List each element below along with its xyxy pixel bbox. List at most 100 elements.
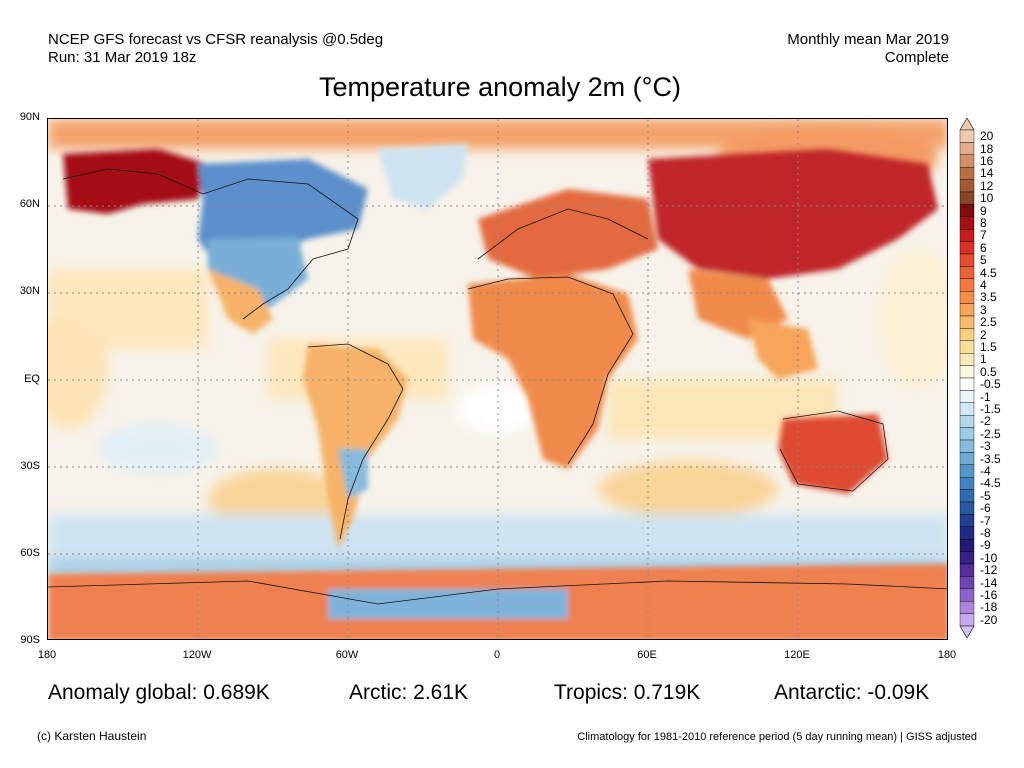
colorbar-swatch [959,142,975,155]
page-title: Temperature anomaly 2m (°C) [319,72,681,102]
header-left: NCEP GFS forecast vs CFSR reanalysis @0.… [48,31,383,67]
colorbar-swatch [959,402,975,416]
colorbar-swatch [959,179,975,193]
colorbar-swatch [959,241,975,255]
colorbar-tick-label: -12 [980,563,998,578]
colorbar-swatch [959,576,975,589]
colorbar-tick-label: 4.5 [980,265,997,280]
stat-global: Anomaly global: 0.689K [48,681,270,704]
colorbar-swatch [959,216,975,230]
colorbar-tick-label: 1.5 [980,340,997,354]
colorbar-tick-label: -9 [980,538,991,553]
colorbar-tick-label: 10 [980,191,994,206]
colorbar-swatch [959,290,975,304]
climatology-note: Climatology for 1981-2010 reference peri… [577,731,977,743]
stat-arctic: Arctic: 2.61K [349,681,469,704]
colorbar-tick-label: -3 [980,439,991,454]
colorbar-tick-label: -1.5 [980,402,1001,416]
colorbar-swatch [959,551,975,565]
colorbar-swatch [959,526,975,540]
colorbar-tick-label: 1 [980,352,987,367]
colorbar-tick-label: -5 [980,488,991,503]
colorbar-swatch [959,340,975,354]
colorbar-swatch [959,452,975,465]
colorbar-tick-label: -14 [980,575,998,590]
colorbar-tick-label: -7 [980,513,991,528]
anomaly-map [47,118,948,640]
stat-tropics: Tropics: 0.719K [554,681,701,704]
colorbar-swatch [959,303,975,317]
colorbar-tick-label: -20 [980,612,998,627]
colorbar-tick-label: 5 [980,253,987,268]
land-anomaly-field [48,144,947,639]
colorbar-swatch [959,228,975,242]
colorbar-bottom-arrow [959,625,975,638]
colorbar-tick-label: -16 [980,588,998,602]
colorbar-swatch [959,601,975,614]
run-time: Run: 31 Mar 2019 18z [48,49,197,66]
colorbar-tick-label: -4 [980,464,991,478]
colorbar-tick-label: 2 [980,327,987,342]
colorbar-swatch [959,253,975,267]
colorbar-tick-label: -10 [980,550,998,565]
colorbar-swatch [959,514,975,527]
colorbar-tick-label: 8 [980,216,987,230]
colorbar-swatch [959,427,975,441]
colorbar-swatch [959,563,975,577]
colorbar-tick-label: 4 [980,278,987,292]
lon-label-60w: 60W [335,649,359,661]
stat-antarctic: Antarctic: -0.09K [774,681,930,704]
colorbar-swatch [959,266,975,279]
colorbar-swatch [959,415,975,428]
colorbar-swatch [959,588,975,602]
colorbar-tick-label: -8 [980,526,991,540]
colorbar-swatch [959,477,975,490]
lon-label-120e: 120E [784,649,810,661]
lat-label-30s: 30S [20,460,40,472]
colorbar-tick-label: -4.5 [980,476,1001,491]
lon-label-0: 0 [493,649,501,661]
colorbar-tick-label: 2.5 [980,315,997,330]
map-gridlines [48,119,947,639]
lat-label-eq: EQ [24,373,40,385]
colorbar-swatch [959,464,975,478]
colorbar-tick-label: 16 [980,154,994,168]
colorbar-tick-label: 0.5 [980,364,997,379]
colorbar-tick-label: -2.5 [980,426,1001,441]
colorbar-tick-label: 6 [980,240,987,255]
colorbar-tick-label: -2 [980,414,991,429]
colorbar-tick-label: 7 [980,228,987,243]
lon-label-180w: 180 [37,649,57,661]
lat-label-90s: 90S [20,634,40,646]
colorbar-tick-label: 18 [980,141,994,156]
colorbar-swatch [959,390,975,403]
coastlines [48,168,947,605]
colorbar-swatch [959,167,975,180]
colorbar-tick-label: -1 [980,389,991,404]
colorbar-swatch [959,328,975,341]
colorbar-swatch [959,539,975,552]
colorbar-tick-label: 14 [980,166,994,181]
colorbar-tick-label: -6 [980,501,991,516]
colorbar-top-arrow [959,118,975,131]
colorbar-tick-label: 9 [980,203,987,218]
colorbar-tick-label: 3.5 [980,290,997,305]
colorbar-tick-label: 3 [980,302,987,317]
ocean-anomaly-field [48,119,947,579]
status-label: Complete [884,49,949,66]
colorbar-tick-label: 12 [980,178,994,193]
colorbar-tick-label: 20 [980,129,994,144]
colorbar-swatch [959,489,975,503]
colorbar-swatch [959,439,975,453]
colorbar-swatch [959,613,975,627]
colorbar [959,118,975,638]
lat-label-60s: 60S [20,547,40,559]
colorbar-swatch [959,129,975,143]
lat-label-90n: 90N [19,111,40,123]
credit: (c) Karsten Haustein [37,729,147,743]
colorbar-tick-label: -0.5 [980,377,1001,392]
lat-label-30n: 30N [19,285,40,297]
colorbar-swatch [959,377,975,391]
header-right: Monthly mean Mar 2019 Complete [787,31,949,67]
lat-label-60n: 60N [19,198,40,210]
